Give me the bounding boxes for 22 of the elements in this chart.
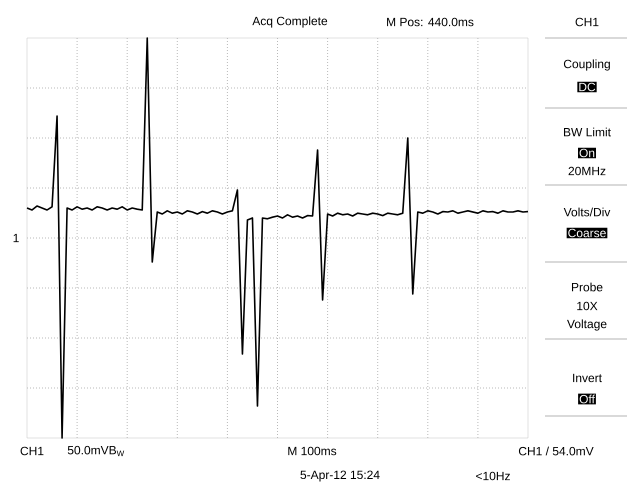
text: 1 bbox=[14, 234, 19, 242]
text: Voltage bbox=[567, 319, 606, 331]
text: M 100ms bbox=[288, 446, 336, 456]
text: On bbox=[580, 148, 594, 158]
text: CH1 bbox=[576, 18, 598, 26]
text: Invert bbox=[573, 374, 602, 382]
text: DC bbox=[579, 82, 596, 92]
text: 5-Apr-12 15:24 bbox=[300, 470, 380, 482]
text: Coupling bbox=[564, 59, 610, 71]
text: <10Hz bbox=[476, 472, 510, 480]
text: Coarse bbox=[568, 228, 606, 238]
text: Off bbox=[580, 394, 595, 404]
text: BW Limit bbox=[564, 128, 611, 136]
text: 50.0mVB$_{W}$ bbox=[68, 446, 124, 456]
text: Probe bbox=[572, 282, 602, 292]
text: CH1 / 54.0mV bbox=[518, 446, 594, 456]
text: 10X bbox=[577, 302, 598, 310]
text: M Pos: 440.0ms bbox=[387, 18, 474, 26]
text: 20MHz bbox=[568, 166, 606, 176]
text: CH1 bbox=[20, 446, 44, 456]
text: Acq Complete bbox=[252, 16, 328, 28]
text: Volts/Div bbox=[564, 208, 610, 216]
